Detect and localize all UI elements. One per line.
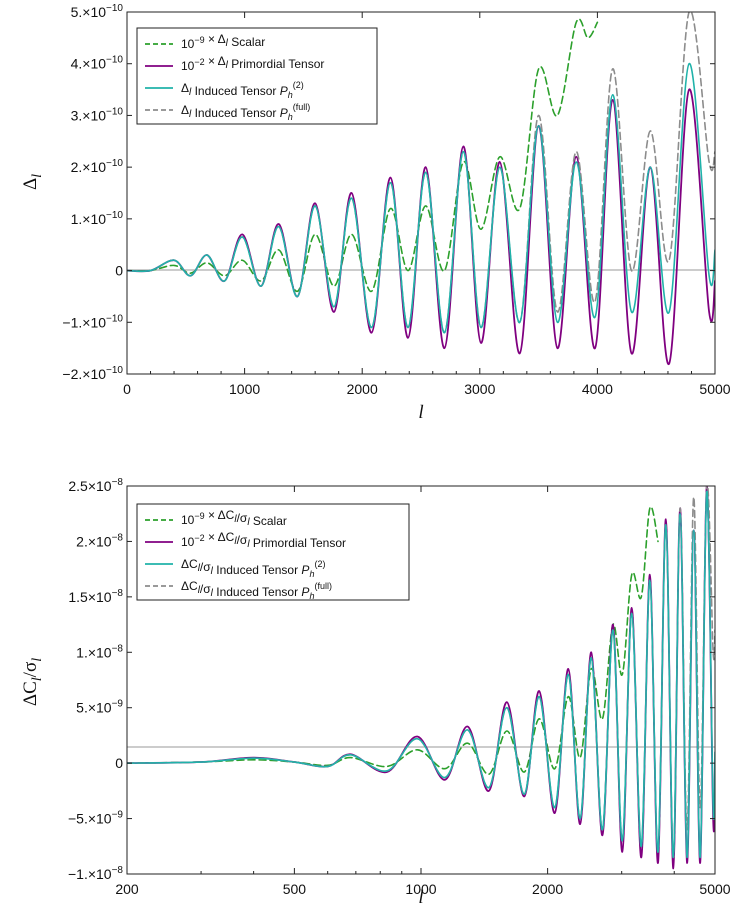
bottom-x-axis-label: l (418, 887, 423, 906)
bottom-plot-area (127, 486, 715, 870)
top-y-tick-label: −2.×10−10 (62, 365, 123, 382)
bottom-y-tick-label: 1.×10−8 (76, 643, 123, 660)
bottom-y-tick-label: −5.×10−9 (68, 810, 123, 827)
bottom-legend-label-induced2: ΔCl/σl Induced Tensor Ph(2) (181, 557, 325, 579)
bottom-y-tick-label: 2.5×10−8 (68, 477, 123, 494)
bottom-x-tick-label: 500 (283, 881, 307, 897)
bottom-legend-label-scalar: 10−9 × ΔCl/σl Scalar (181, 508, 287, 528)
top-y-tick-label: 1.×10−10 (71, 210, 124, 227)
top-x-tick-label: 0 (123, 381, 131, 397)
top-legend-box (136, 27, 378, 125)
top-x-ticks: 0 1000 2000 3000 4000 5000 (123, 12, 731, 397)
bottom-chart-panel: 2.5×10−8 2.×10−8 1.5×10−8 1.×10−8 5.×10−9 0 −5… (20, 477, 731, 906)
bottom-series-induced2 (127, 490, 715, 859)
top-x-tick-label: 1000 (229, 381, 260, 397)
top-y-tick-label: −1.×10−10 (62, 313, 123, 330)
bottom-x-ticks: 200 500 1000 2000 5000 (115, 486, 731, 897)
bottom-x-tick-label: 5000 (699, 881, 730, 897)
top-chart-panel: 5.×10−10 4.×10−10 3.×10−10 2.×10−10 1.×10−10… (20, 3, 731, 423)
top-series-induced2 (127, 62, 715, 334)
top-series-group (127, 12, 715, 365)
bottom-legend-label-primordial: 10−2 × ΔCl/σl Primordial Tensor (181, 530, 346, 550)
top-plot-frame (126, 11, 716, 375)
top-y-tick-label: 4.×10−10 (71, 55, 124, 72)
top-x-axis-label: l (418, 402, 423, 423)
bottom-x-tick-label: 1000 (405, 881, 436, 897)
top-y-axis-label: Δl (20, 174, 45, 190)
bottom-series-group (127, 486, 715, 870)
top-legend: 10−9 × Δl Scalar 10−2 × Δl Primordial Ten… (136, 27, 378, 125)
top-legend-label-induced2: Δl Induced Tensor Ph(2) (181, 80, 304, 100)
bottom-x-tick-label: 200 (115, 881, 139, 897)
top-y-tick-label: 5.×10−10 (71, 3, 124, 20)
bottom-y-tick-label: 1.5×10−8 (68, 588, 123, 605)
bottom-y-axis-label: ΔCl/σl (20, 658, 45, 706)
bottom-y-tick-label: 2.×10−8 (76, 532, 123, 549)
top-x-tick-label: 4000 (582, 381, 613, 397)
top-legend-label-scalar: 10−9 × Δl Scalar (181, 32, 265, 51)
top-legend-label-primordial: 10−2 × Δl Primordial Tensor (181, 54, 324, 73)
top-y-tick-label: 2.×10−10 (71, 158, 124, 175)
bottom-y-ticks: 2.5×10−8 2.×10−8 1.5×10−8 1.×10−8 5.×10−9 0 −5… (68, 477, 715, 882)
bottom-legend-box (136, 503, 410, 601)
top-x-tick-label: 5000 (699, 381, 730, 397)
top-y-tick-label: 3.×10−10 (71, 106, 124, 123)
bottom-y-tick-label: −1.×10−8 (68, 865, 123, 882)
bottom-legend-label-inducedfull: ΔCl/σl Induced Tensor Ph(full) (181, 579, 332, 601)
top-y-ticks: 5.×10−10 4.×10−10 3.×10−10 2.×10−10 1.×10−10… (62, 3, 715, 382)
top-plot-area (127, 12, 715, 365)
top-legend-label-inducedfull: Δl Induced Tensor Ph(full) (181, 102, 310, 122)
bottom-y-tick-label: 0 (115, 755, 123, 771)
top-x-tick-label: 3000 (464, 381, 495, 397)
bottom-y-tick-label: 5.×10−9 (76, 699, 123, 716)
top-series-scalar (127, 18, 599, 293)
top-x-tick-label: 2000 (347, 381, 378, 397)
bottom-x-tick-label: 2000 (532, 881, 563, 897)
top-y-tick-label: 0 (115, 263, 123, 279)
